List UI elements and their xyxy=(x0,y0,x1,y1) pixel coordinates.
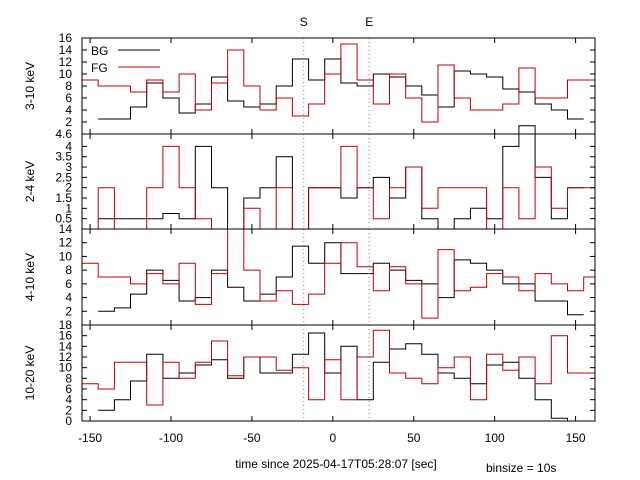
x-tick-label: 50 xyxy=(407,431,421,445)
y-tick-label: 6 xyxy=(65,91,72,105)
y-tick-label: 6 xyxy=(65,382,72,396)
y-tick-label: 4 xyxy=(65,291,72,305)
plot-frame xyxy=(81,133,596,230)
y-tick-label: 4 xyxy=(65,103,72,117)
y-tick-label: 8 xyxy=(65,371,72,385)
y-tick-label: 2.5 xyxy=(55,170,72,184)
x-tick-label: 0 xyxy=(329,431,336,445)
x-tick-label: 150 xyxy=(566,431,586,445)
marker-label-s: S xyxy=(300,15,308,29)
y-tick-label: 2 xyxy=(65,304,72,318)
y-tick-label: 4 xyxy=(65,139,72,153)
y-tick-label: 8 xyxy=(65,79,72,93)
plot-frame xyxy=(81,37,596,135)
y-tick-label: 16 xyxy=(59,329,73,343)
y-tick-label: 14 xyxy=(59,339,73,353)
y-tick-label: 14 xyxy=(59,222,73,236)
y-tick-label: 0.5 xyxy=(55,212,72,226)
y-tick-label: 16 xyxy=(59,31,73,45)
x-tick-label: -100 xyxy=(159,431,183,445)
y-tick-label: 1.5 xyxy=(55,191,72,205)
y-axis-label: 10-20 keV xyxy=(23,346,37,401)
plot-frame xyxy=(81,324,596,422)
y-tick-label: 4.6 xyxy=(55,127,72,141)
panel-2: 0.511.522.533.544.6 2-4 keV xyxy=(23,125,596,230)
series-bg-line xyxy=(98,242,584,316)
series-fg-line xyxy=(82,329,595,406)
y-tick-label: 12 xyxy=(59,350,73,364)
series-fg-line xyxy=(82,145,595,230)
y-tick-label: 1 xyxy=(65,201,72,215)
y-tick-label: 18 xyxy=(59,318,73,332)
y-tick-label: 10 xyxy=(59,361,73,375)
y-tick-label: 3.5 xyxy=(55,150,72,164)
y-axis-label: 2-4 keV xyxy=(23,161,37,202)
series-fg-line xyxy=(82,228,595,319)
series-bg-line xyxy=(98,58,584,120)
y-tick-label: 12 xyxy=(59,236,73,250)
binsize-label: binsize = 10s xyxy=(486,461,556,475)
y-axis-label: 3-10 keV xyxy=(23,62,37,110)
y-tick-label: 4 xyxy=(65,393,72,407)
y-tick-label: 2 xyxy=(65,115,72,129)
x-tick-label: 100 xyxy=(485,431,505,445)
y-axis-label: 4-10 keV xyxy=(23,253,37,301)
legend-bg-label: BG xyxy=(91,44,108,58)
series-bg-line xyxy=(98,125,584,230)
y-tick-label: 12 xyxy=(59,55,73,69)
x-tick-label: -150 xyxy=(78,431,102,445)
y-tick-label: 2 xyxy=(65,181,72,195)
marker-label-e: E xyxy=(365,15,373,29)
y-tick-label: 2 xyxy=(65,403,72,417)
x-tick-label: -50 xyxy=(243,431,261,445)
y-tick-label: 8 xyxy=(65,263,72,277)
legend: BG FG xyxy=(91,44,160,75)
y-tick-label: 10 xyxy=(59,67,73,81)
series-fg-line xyxy=(82,43,595,123)
legend-fg-label: FG xyxy=(91,61,108,75)
x-axis-label: time since 2025-04-17T05:28:07 [sec] xyxy=(235,457,436,471)
y-tick-label: 0 xyxy=(65,414,72,428)
y-tick-label: 3 xyxy=(65,160,72,174)
y-tick-label: 14 xyxy=(59,43,73,57)
y-tick-label: 6 xyxy=(65,277,72,291)
y-tick-label: 10 xyxy=(59,249,73,263)
